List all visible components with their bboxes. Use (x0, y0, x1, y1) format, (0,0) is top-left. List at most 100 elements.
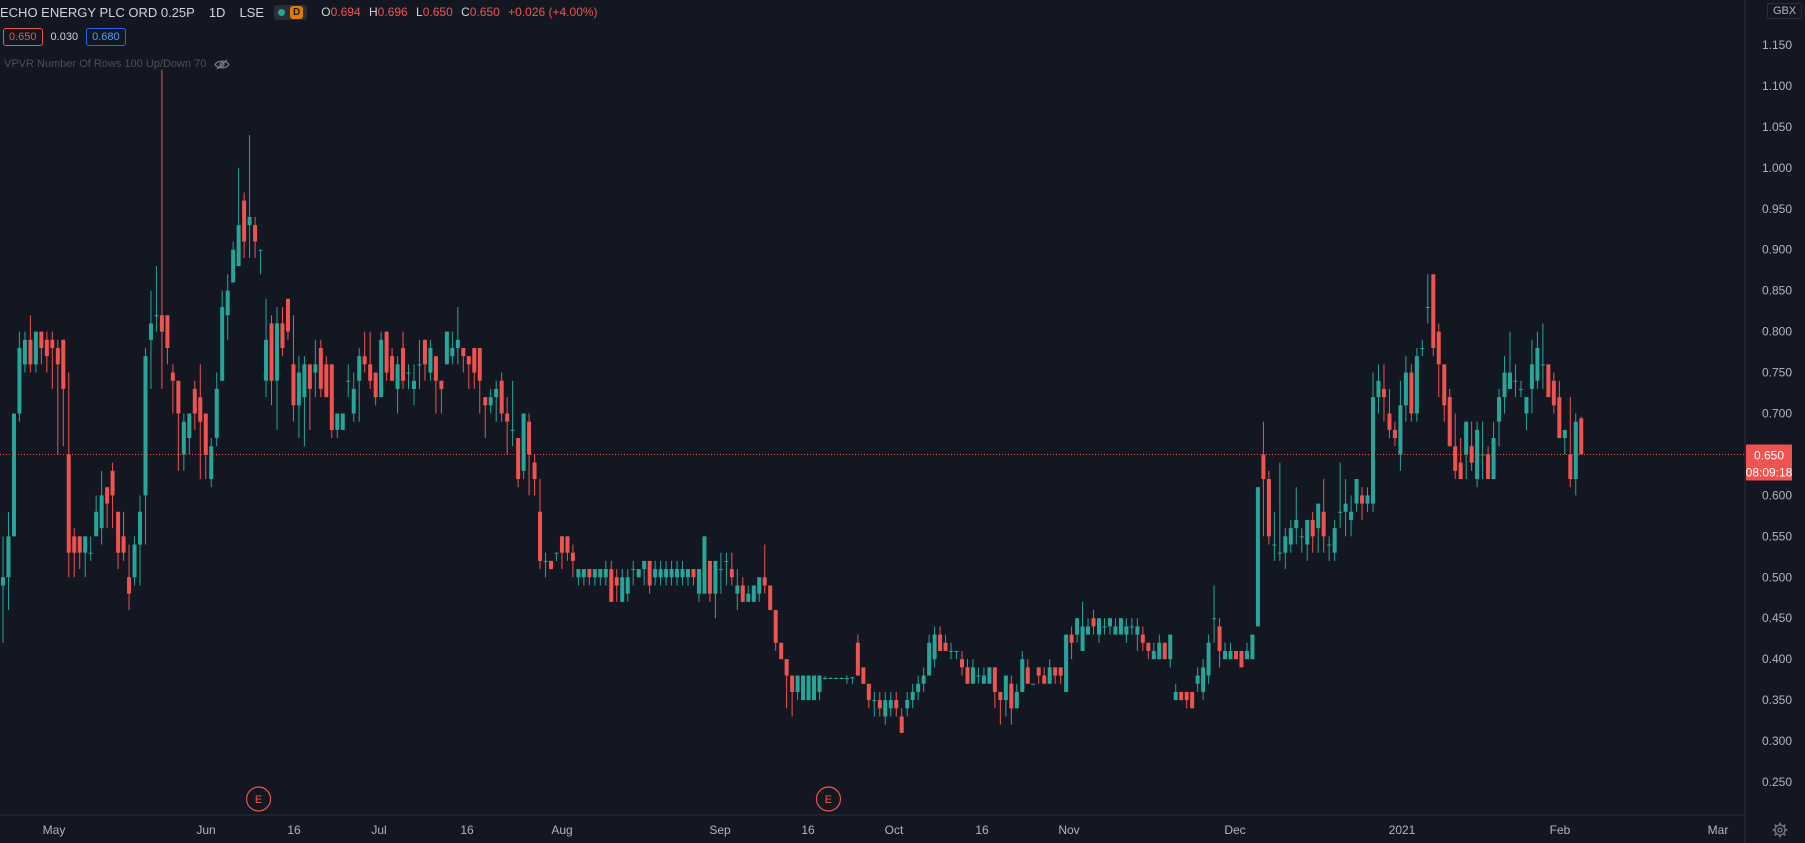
symbol-name[interactable]: ECHO ENERGY PLC ORD 0.25P (0, 4, 195, 20)
candle (121, 511, 126, 561)
candle (11, 413, 16, 537)
candle (22, 331, 27, 373)
candle-body (1425, 307, 1430, 309)
candle (395, 356, 400, 414)
currency-button[interactable]: GBX (1767, 3, 1803, 19)
candle (1524, 397, 1529, 430)
candle (1064, 634, 1069, 692)
candle-body (746, 593, 751, 602)
candle-body (1053, 667, 1058, 676)
candle (1436, 323, 1441, 398)
candle-body (702, 536, 707, 594)
candle (1562, 429, 1567, 455)
candle (422, 339, 427, 381)
candle (658, 560, 663, 586)
candle (1266, 470, 1271, 545)
candle-body (921, 675, 926, 684)
candle-body (762, 577, 767, 586)
gear-icon[interactable] (1772, 822, 1788, 838)
candle (844, 675, 849, 684)
candle (927, 634, 932, 676)
delayed-badge: D (290, 5, 304, 19)
candle (1244, 642, 1249, 660)
candle-body (395, 364, 400, 389)
candle (1403, 356, 1408, 422)
indicator-label[interactable]: VPVR Number Of Rows 100 Up/Down 70 (4, 58, 207, 70)
candle (1042, 667, 1047, 684)
candle-body (943, 642, 948, 651)
candle-body (565, 536, 570, 553)
candle (1162, 642, 1167, 660)
candle-body (1508, 372, 1512, 389)
candle-body (461, 347, 466, 357)
candle-body (55, 347, 60, 365)
candle (625, 569, 630, 602)
candle-body (877, 700, 882, 709)
candle (1458, 438, 1463, 480)
candle-body (1343, 503, 1348, 512)
candle-body (488, 397, 493, 406)
candle-body (390, 356, 395, 381)
y-tick-label: 0.800 (1762, 325, 1792, 339)
candle (1409, 364, 1414, 422)
candle (1250, 634, 1255, 660)
candle (833, 677, 838, 680)
countdown-label: 08:09:18 (1746, 465, 1793, 479)
candle-body (757, 577, 762, 594)
close-label: C (461, 5, 470, 19)
x-tick-label: 2021 (1389, 823, 1416, 837)
candle (664, 560, 669, 586)
candle-body (83, 536, 88, 553)
candle-body (368, 364, 373, 381)
candle (642, 560, 647, 586)
candle-body (269, 323, 274, 381)
candle (99, 470, 104, 545)
candle (176, 380, 181, 471)
candle-body (790, 675, 795, 692)
interval[interactable]: 1D (208, 4, 226, 20)
candle (932, 626, 937, 668)
candle (740, 577, 745, 602)
candle (861, 667, 866, 684)
candle-body (1568, 454, 1573, 480)
candle-body (39, 331, 44, 348)
candle (477, 347, 482, 414)
candle-body (1255, 487, 1260, 627)
candle (1146, 642, 1151, 660)
candle (1486, 446, 1491, 480)
candle (1327, 536, 1332, 561)
candle-body (1562, 429, 1567, 439)
candle (72, 528, 77, 578)
candle (275, 307, 279, 430)
candle (264, 298, 269, 398)
candle-body (1272, 544, 1277, 546)
candle (1392, 421, 1397, 447)
candle-body (707, 560, 712, 594)
earnings-marker[interactable]: E (245, 786, 272, 812)
ohlc-values: O0.694 H0.696 L0.650 C0.650 +0.026 (+4.0… (321, 5, 602, 19)
market-status[interactable]: D (274, 4, 308, 20)
candle-body (105, 487, 110, 504)
candle-body (927, 642, 932, 676)
candle-body (313, 364, 318, 373)
candle (1502, 356, 1507, 414)
candle-body (1168, 634, 1173, 660)
candle-body (1118, 618, 1123, 635)
eye-off-icon[interactable] (214, 59, 231, 70)
candle (55, 339, 60, 455)
candle-body (664, 569, 669, 578)
candle-body (1047, 667, 1052, 684)
ask-button[interactable]: 0.680 (86, 28, 126, 46)
bid-button[interactable]: 0.650 (3, 28, 43, 46)
candle (335, 413, 340, 439)
earnings-marker[interactable]: E (815, 786, 842, 812)
candle (559, 536, 564, 570)
candle (1261, 421, 1266, 537)
candle (883, 691, 888, 725)
candle (707, 560, 712, 602)
candle (428, 339, 433, 381)
candle-body (992, 667, 997, 692)
candle-body (554, 552, 559, 554)
candle-body (894, 700, 899, 709)
